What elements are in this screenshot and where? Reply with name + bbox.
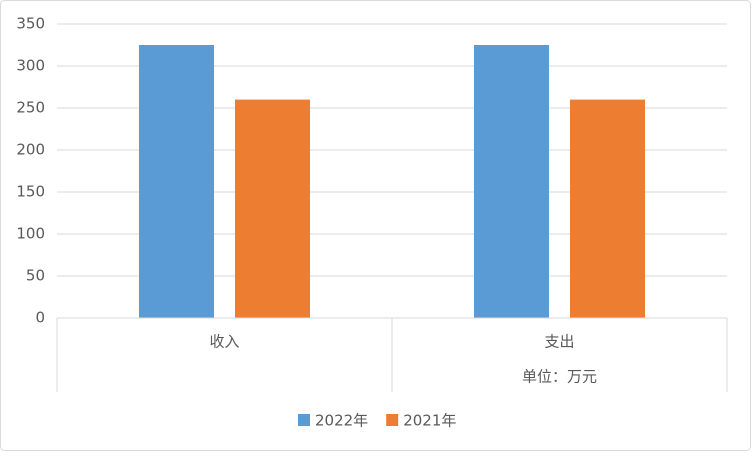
legend-label: 2022年 [315,412,368,430]
bar [474,45,549,318]
legend-swatch [298,414,310,426]
y-tick-label: 250 [16,99,45,117]
x-tick-label: 收入 [209,333,239,351]
legend-label: 2021年 [403,412,456,430]
bar [235,99,310,318]
bar [139,45,214,318]
y-tick-label: 0 [35,309,45,327]
y-tick-label: 300 [16,57,45,75]
y-tick-label: 200 [16,141,45,159]
y-tick-label: 50 [26,267,45,285]
y-tick-label: 350 [16,15,45,33]
bar [570,99,645,318]
y-tick-label: 100 [16,225,45,243]
annotation: 单位：万元 [522,368,597,386]
y-tick-label: 150 [16,183,45,201]
x-tick-label: 支出 [544,333,574,351]
legend-swatch [386,414,399,426]
